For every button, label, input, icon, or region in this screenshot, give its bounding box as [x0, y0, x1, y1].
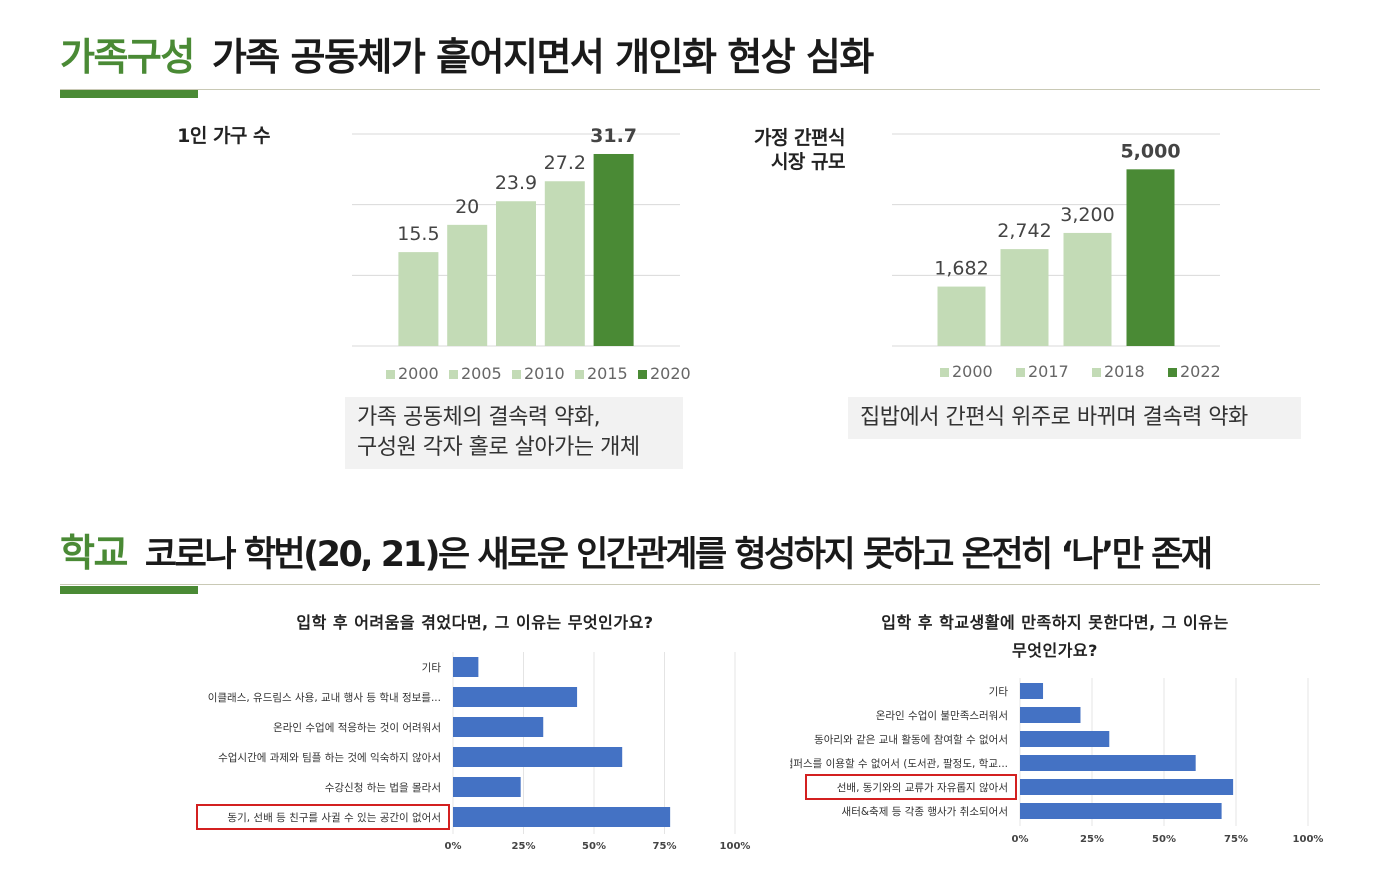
- survey-dissatisfaction-title-line-1: 입학 후 학교생활에 만족하지 못한다면, 그 이유는: [881, 613, 1229, 632]
- legend-swatch: [1092, 368, 1101, 377]
- bar-value-label: 3,200: [1060, 204, 1114, 226]
- legend-swatch: [386, 370, 395, 379]
- bar-value-label: 2,742: [997, 220, 1051, 242]
- survey-dissatisfaction-title: 입학 후 학교생활에 만족하지 못한다면, 그 이유는 무엇인가요?: [830, 609, 1280, 665]
- x-tick-label: 25%: [512, 841, 536, 852]
- single-household-caption-line-2: 구성원 각자 홀로 살아가는 개체: [357, 435, 640, 460]
- legend-swatch: [940, 368, 949, 377]
- category-label: 이클래스, 유드림스 사용, 교내 행사 등 학내 정보를...: [208, 692, 441, 704]
- legend-label: 2015: [587, 364, 628, 383]
- hbar: [453, 747, 623, 767]
- survey-dissatisfaction-title-line-2: 무엇인가요?: [1012, 641, 1098, 660]
- legend-swatch: [1168, 368, 1177, 377]
- hmr-market-chart-title-line-2: 시장 규모: [770, 151, 846, 173]
- hbar: [1020, 731, 1110, 747]
- x-tick-label: 25%: [1080, 834, 1104, 845]
- hmr-caption: 집밥에서 간편식 위주로 바뀌며 결속력 약화: [848, 397, 1301, 439]
- single-household-chart: 15.5 20 23.9 27.231.7 2000 2005 2010 2015 2020: [352, 125, 691, 383]
- single-household-chart-title: 1인 가구 수: [177, 125, 270, 147]
- bar-2018: [1063, 232, 1112, 346]
- category-label: 수강신청 하는 법을 몰라서: [325, 781, 441, 794]
- legend-label: 2020: [650, 364, 691, 383]
- hbar: [453, 717, 544, 737]
- bar-2022: [1126, 169, 1175, 346]
- family-section-key: 가족구성: [60, 35, 195, 79]
- category-label: 기타: [422, 662, 442, 674]
- bar-2017: [1000, 249, 1049, 346]
- legend-label: 2000: [952, 362, 993, 381]
- category-label: 캠퍼스를 이용할 수 없어서 (도서관, 팔정도, 학교...: [790, 757, 1008, 770]
- hmr-market-chart-title: 가정 간편식 시장 규모: [700, 126, 846, 174]
- bar-value-label: 23.9: [495, 172, 537, 194]
- hmr-market-chart: 1,682 2,742 3,200 5,000 2000 2017 2018 2022: [892, 133, 1221, 381]
- legend-label: 2017: [1028, 362, 1069, 381]
- bar-value-label: 15.5: [397, 223, 439, 245]
- category-label: 수업시간에 과제와 팀플 하는 것에 익숙하지 않아서: [218, 751, 441, 764]
- family-section-title: 가족구성 가족 공동체가 흩어지면서 개인화 현상 심화: [60, 26, 874, 81]
- category-label: 동아리와 같은 교내 활동에 참여할 수 없어서: [814, 733, 1008, 746]
- school-section-title: 학교 코로나 학번(20, 21)은 새로운 인간관계를 형성하지 못하고 온전히…: [60, 522, 1213, 577]
- bar-value-label: 31.7: [590, 125, 637, 147]
- legend-label: 2018: [1104, 362, 1145, 381]
- bar-2005: [447, 224, 488, 346]
- x-tick-label: 50%: [1152, 834, 1176, 845]
- legend-label: 2010: [524, 364, 565, 383]
- bar-2000: [398, 252, 439, 346]
- bar-2015: [544, 181, 585, 346]
- legend-swatch: [575, 370, 584, 379]
- category-label: 동기, 선배 등 친구를 사귈 수 있는 공간이 없어서: [227, 811, 441, 824]
- legend-label: 2000: [398, 364, 439, 383]
- hbar: [453, 657, 479, 677]
- bar-value-label: 20: [455, 196, 479, 218]
- x-tick-label: 100%: [1293, 834, 1324, 845]
- bar-2000: [937, 286, 986, 346]
- school-section-accent-bar: [60, 586, 198, 594]
- single-household-caption: 가족 공동체의 결속력 약화, 구성원 각자 홀로 살아가는 개체: [345, 397, 683, 469]
- bar-value-label: 5,000: [1120, 140, 1180, 162]
- school-section-rule: [60, 584, 1320, 585]
- x-tick-label: 75%: [653, 841, 677, 852]
- bar-value-label: 1,682: [934, 258, 988, 280]
- hbar: [1020, 779, 1234, 795]
- hbar: [453, 777, 521, 797]
- school-section-key: 학교: [60, 531, 128, 575]
- hbar: [1020, 755, 1196, 771]
- x-tick-label: 0%: [1012, 834, 1029, 845]
- family-section-accent-bar: [60, 90, 198, 98]
- family-section-rule: [60, 89, 1320, 90]
- highlight-box: [196, 804, 450, 830]
- bar-2020: [593, 153, 634, 346]
- bar-value-label: 27.2: [544, 152, 586, 174]
- bar-2010: [496, 201, 536, 346]
- survey-difficulty-title: 입학 후 어려움을 겪었다면, 그 이유는 무엇인가요?: [296, 613, 654, 632]
- legend-swatch: [638, 370, 647, 379]
- legend-swatch: [512, 370, 521, 379]
- legend-label: 2022: [1180, 362, 1221, 381]
- hbar: [1020, 707, 1081, 723]
- hmr-market-chart-title-line-1: 가정 간편식: [753, 127, 846, 149]
- category-label: 기타: [989, 686, 1009, 698]
- category-label: 온라인 수업이 불만족스러워서: [876, 709, 1008, 722]
- hbar: [453, 807, 671, 827]
- hbar: [1020, 803, 1222, 819]
- single-household-caption-line-1: 가족 공동체의 결속력 약화,: [357, 405, 601, 430]
- school-section-headline: 코로나 학번(20, 21)은 새로운 인간관계를 형성하지 못하고 온전히 ‘…: [144, 535, 1213, 575]
- category-label: 선배, 동기와의 교류가 자유롭지 않아서: [837, 782, 1008, 794]
- legend-swatch: [1016, 368, 1025, 377]
- legend-label: 2005: [461, 364, 502, 383]
- category-label: 새터&축제 등 각종 행사가 취소되어서: [842, 806, 1008, 818]
- hbar: [1020, 683, 1044, 699]
- category-label: 온라인 수업에 적응하는 것이 어려워서: [273, 721, 441, 734]
- x-tick-label: 100%: [720, 841, 751, 852]
- x-tick-label: 0%: [445, 841, 462, 852]
- x-tick-label: 75%: [1224, 834, 1248, 845]
- legend-swatch: [449, 370, 458, 379]
- highlight-box: [805, 774, 1017, 800]
- x-tick-label: 50%: [582, 841, 606, 852]
- hbar: [453, 687, 578, 707]
- family-section-headline: 가족 공동체가 흩어지면서 개인화 현상 심화: [211, 35, 874, 79]
